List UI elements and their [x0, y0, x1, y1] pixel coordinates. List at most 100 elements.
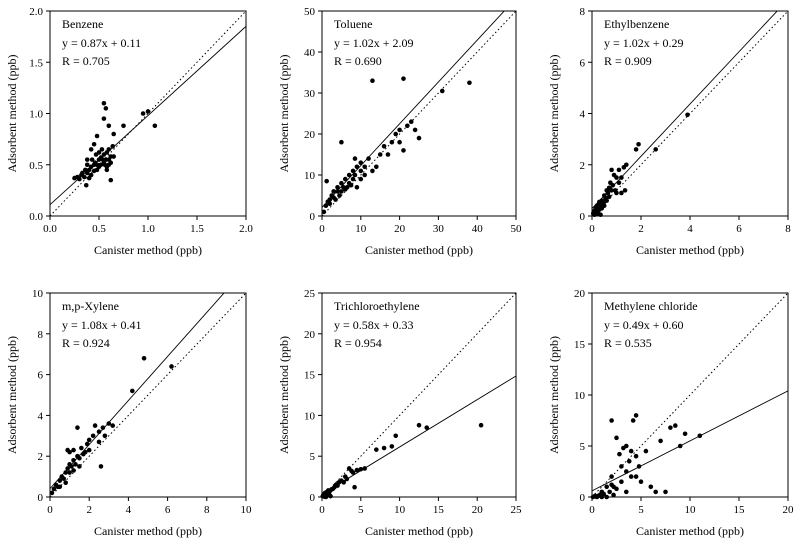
data-point — [598, 212, 603, 218]
data-point — [624, 162, 629, 168]
data-point — [71, 468, 76, 473]
data-point — [106, 421, 112, 426]
x-axis-label: Canister method (ppb) — [636, 243, 744, 257]
data-point — [467, 80, 472, 86]
data-point — [335, 185, 340, 190]
data-point — [374, 447, 379, 452]
data-point — [101, 100, 107, 106]
data-point — [111, 131, 116, 137]
data-point — [331, 189, 336, 194]
data-point — [601, 203, 607, 209]
data-point — [595, 493, 601, 499]
data-point — [110, 423, 116, 428]
data-point — [609, 167, 614, 173]
data-point — [86, 437, 92, 443]
data-point — [99, 147, 105, 152]
identity-line — [322, 293, 516, 497]
data-point — [145, 109, 151, 114]
y-tick-label: 30 — [304, 88, 316, 100]
data-point — [362, 164, 367, 170]
data-point — [668, 425, 673, 430]
data-point — [106, 123, 112, 129]
y-tick-label: 0 — [310, 492, 316, 504]
data-point — [79, 445, 84, 451]
data-point — [408, 119, 414, 124]
x-tick-label: 0 — [319, 504, 325, 516]
data-point — [101, 116, 107, 121]
panel-3: 0 2 4 6 8 0 2 4 6 8 Canister method (ppb) Adsorbent… — [547, 6, 791, 257]
panel-5: 0 5 10 15 20 25 0 5 10 15 20 25 Canister method (ppb… — [277, 288, 522, 538]
data-point — [609, 474, 614, 479]
x-tick-label: 0 — [589, 504, 595, 516]
data-point — [339, 139, 344, 145]
data-point — [339, 180, 344, 186]
x-tick-label: 6 — [736, 223, 742, 235]
data-point — [100, 425, 106, 430]
data-point — [328, 493, 333, 499]
data-point — [478, 422, 484, 428]
plot-frame — [321, 10, 517, 217]
correlation-value: R = 0.535 — [604, 336, 652, 350]
data-point — [84, 157, 90, 162]
regression-equation: y = 0.49x + 0.60 — [604, 318, 684, 332]
x-axis-label: Canister method (ppb) — [94, 243, 202, 257]
identity-line — [50, 11, 246, 216]
data-point — [614, 175, 619, 180]
correlation-value: R = 0.909 — [604, 54, 652, 68]
y-axis-label: Adsorbent method (ppb) — [547, 55, 561, 173]
data-point — [658, 438, 663, 444]
data-point — [339, 189, 344, 194]
y-tick-label: 0.0 — [29, 211, 43, 223]
y-axis-label: Adsorbent method (ppb) — [5, 55, 19, 173]
data-point — [73, 462, 78, 467]
y-tick-label: 8 — [38, 329, 44, 341]
data-point — [377, 152, 383, 157]
regression-line — [592, 11, 778, 209]
data-point — [607, 489, 612, 495]
y-tick-label: 4 — [38, 410, 44, 422]
regression-line — [322, 375, 516, 495]
correlation-value: R = 0.690 — [334, 54, 382, 68]
data-point — [348, 182, 354, 188]
y-tick-label: 10 — [574, 390, 586, 402]
x-axis-label: Canister method (ppb) — [365, 524, 473, 538]
y-tick-label: 0.5 — [29, 160, 43, 172]
y-tick-label: 4 — [580, 109, 586, 121]
x-tick-label: 5 — [358, 504, 364, 516]
data-point — [92, 423, 98, 428]
y-tick-label: 8 — [580, 6, 586, 18]
data-point — [77, 464, 82, 469]
x-tick-label: 20 — [472, 504, 484, 516]
data-point — [597, 199, 602, 205]
data-point — [63, 470, 68, 475]
x-tick-label: 0 — [319, 223, 325, 235]
data-point — [393, 131, 399, 137]
data-point — [152, 123, 158, 129]
y-tick-label: 6 — [580, 57, 586, 69]
y-tick-label: 2.0 — [29, 6, 43, 18]
data-point — [611, 492, 616, 498]
data-point — [90, 433, 96, 439]
data-point — [412, 127, 418, 133]
data-point — [104, 167, 110, 173]
data-point — [439, 88, 445, 94]
identity-line — [50, 293, 246, 497]
data-point — [374, 164, 379, 170]
y-tick-label: 20 — [574, 288, 586, 300]
data-point — [616, 167, 622, 173]
data-point — [424, 425, 430, 430]
y-axis-label: Adsorbent method (ppb) — [5, 336, 19, 454]
regression-line — [322, 11, 505, 208]
y-tick-label: 2 — [580, 160, 586, 172]
data-point — [358, 176, 364, 182]
regression-line — [50, 293, 225, 489]
data-point — [94, 133, 100, 139]
data-point — [82, 174, 87, 180]
y-tick-label: 10 — [304, 170, 316, 182]
data-point — [606, 194, 612, 200]
y-tick-label: 50 — [304, 6, 316, 18]
data-point — [397, 139, 402, 145]
correlation-value: R = 0.954 — [334, 336, 382, 350]
data-point — [663, 489, 668, 495]
